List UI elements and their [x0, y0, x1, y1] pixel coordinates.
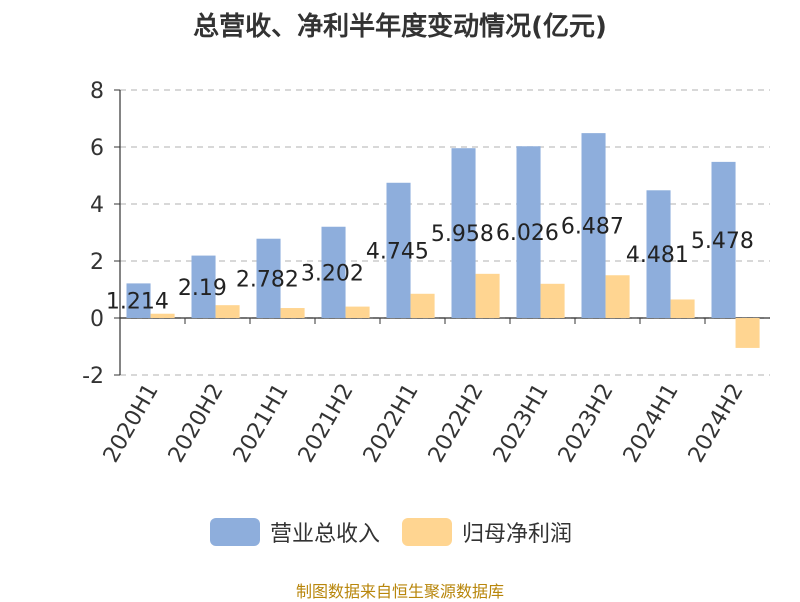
- revenue-data-label: 5.478: [691, 229, 754, 254]
- x-tick-label: 2020H1: [99, 380, 164, 467]
- x-tick-label: 2024H2: [684, 380, 749, 467]
- revenue-bar: [646, 190, 671, 318]
- y-tick-label: 6: [90, 136, 104, 161]
- profit-bar: [540, 283, 565, 318]
- revenue-bar: [191, 255, 216, 318]
- x-tick-label: 2022H1: [359, 380, 424, 467]
- profit-bar: [670, 299, 695, 318]
- y-tick-label: -2: [82, 364, 104, 389]
- revenue-data-label: 2.19: [178, 276, 227, 301]
- revenue-bar: [386, 182, 411, 318]
- x-tick-label: 2021H1: [229, 380, 294, 467]
- y-tick-label: 0: [90, 307, 104, 332]
- profit-bar: [280, 308, 305, 318]
- x-tick-label: 2023H2: [554, 380, 619, 467]
- legend-swatch-revenue: [210, 518, 260, 546]
- revenue-data-label: 2.782: [236, 267, 299, 292]
- revenue-bar: [516, 146, 541, 318]
- profit-bar: [735, 318, 760, 348]
- revenue-bar: [451, 148, 476, 318]
- revenue-bar: [581, 133, 606, 318]
- revenue-data-label: 6.026: [496, 221, 559, 246]
- revenue-data-label: 3.202: [301, 261, 364, 286]
- x-tick-label: 2024H1: [619, 380, 684, 467]
- revenue-bar: [256, 238, 281, 318]
- revenue-bar: [321, 226, 346, 318]
- revenue-data-label: 5.958: [431, 222, 494, 247]
- x-tick-label: 2022H2: [424, 380, 489, 467]
- y-tick-label: 4: [90, 193, 104, 218]
- revenue-data-label: 4.745: [366, 239, 429, 264]
- x-tick-label: 2021H2: [294, 380, 359, 467]
- legend-item-profit[interactable]: 归母净利润: [402, 516, 572, 548]
- legend-swatch-profit: [402, 518, 453, 546]
- profit-bar: [150, 313, 175, 318]
- legend-item-revenue[interactable]: 营业总收入: [210, 516, 380, 548]
- y-tick-label: 8: [90, 79, 104, 104]
- revenue-data-label: 1.214: [106, 290, 169, 315]
- legend-label-profit: 归母净利润: [462, 522, 573, 547]
- profit-bar: [215, 305, 240, 318]
- x-tick-label: 2023H1: [489, 380, 554, 467]
- revenue-bar: [711, 161, 736, 318]
- revenue-data-label: 4.481: [626, 243, 689, 268]
- profit-bar: [605, 275, 630, 318]
- chart-title: 总营收、净利半年度变动情况(亿元): [193, 12, 607, 42]
- source-note: 制图数据来自恒生聚源数据库: [295, 582, 504, 601]
- revenue-bar: [126, 283, 151, 318]
- legend: 营业总收入 归母净利润: [210, 516, 572, 548]
- legend-label-revenue: 营业总收入: [270, 522, 381, 547]
- profit-bar: [410, 293, 435, 318]
- revenue-data-label: 6.487: [561, 215, 624, 240]
- profit-bar: [475, 273, 500, 318]
- y-tick-label: 2: [90, 250, 104, 275]
- profit-bar: [345, 306, 370, 318]
- x-tick-label: 2020H2: [164, 380, 229, 467]
